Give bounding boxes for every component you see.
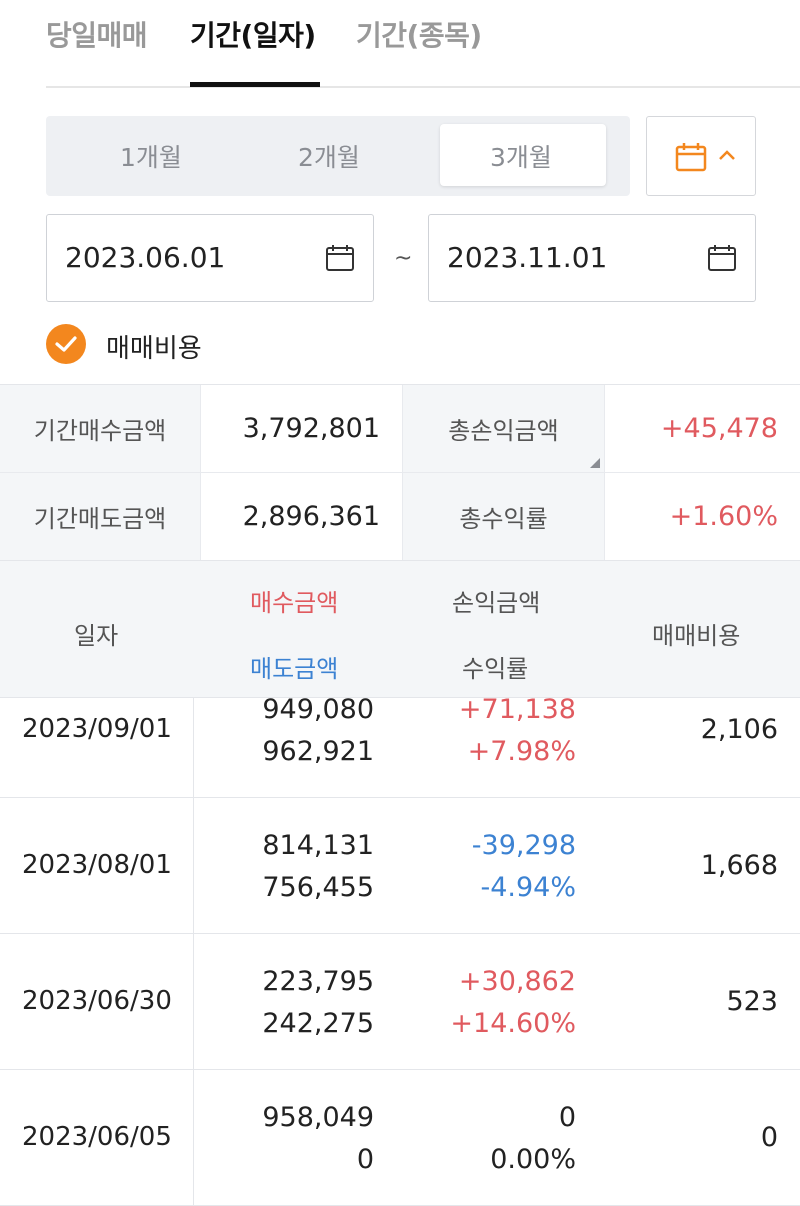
period-3-month-selected[interactable]: 3개월	[440, 124, 606, 186]
row-profit-loss: +71,138	[458, 694, 576, 725]
row-date: 2023/09/01	[22, 714, 172, 744]
row-date-cell: 2023/09/01	[0, 698, 194, 797]
calendar-icon	[675, 143, 707, 172]
row-date: 2023/06/30	[22, 986, 172, 1016]
end-date-value: 2023.11.01	[447, 241, 608, 274]
tab-period-stock[interactable]: 기간(종목)	[356, 19, 482, 52]
summary-pl-label[interactable]: 총손익금액	[402, 385, 604, 473]
row-trading-fee: 2,106	[700, 714, 778, 745]
row-date-cell: 2023/06/05	[0, 1070, 194, 1205]
summary-sell-value: 2,896,361	[200, 473, 402, 561]
period-1-month[interactable]: 1개월	[120, 143, 182, 172]
info-corner-icon	[590, 458, 600, 468]
start-date-input[interactable]: 2023.06.01	[46, 214, 374, 302]
row-buy-amount: 958,049	[262, 1102, 374, 1133]
period-2-month[interactable]: 2개월	[298, 143, 360, 172]
check-icon	[55, 336, 77, 352]
row-trading-fee: 523	[726, 986, 778, 1017]
row-buy-amount: 949,080	[262, 694, 374, 725]
table-row[interactable]: 2023/06/05 958,049 0 0 0.00% 0	[0, 1070, 800, 1206]
calendar-icon	[326, 245, 354, 271]
header-return-rate: 수익률	[462, 655, 529, 683]
row-profit-loss: +30,862	[458, 966, 576, 997]
row-return-rate: +14.60%	[450, 1008, 576, 1039]
tab-bar: 당일매매 기간(일자) 기간(종목)	[46, 0, 800, 88]
row-date-cell: 2023/06/30	[0, 934, 194, 1069]
summary-grid: 기간매수금액 3,792,801 총손익금액 +45,478 기간매도금액 2,…	[0, 384, 800, 561]
chevron-up-icon	[719, 150, 735, 160]
row-sell-amount: 962,921	[262, 736, 374, 767]
row-profit-loss: 0	[558, 1102, 576, 1133]
summary-rate-value: +1.60%	[604, 473, 800, 561]
fee-checkbox-label[interactable]: 매매비용	[106, 334, 202, 364]
end-date-input[interactable]: 2023.11.01	[428, 214, 756, 302]
row-sell-amount: 756,455	[262, 872, 374, 903]
row-buy-amount: 814,131	[262, 830, 374, 861]
table-header: 일자 매수금액 매도금액 손익금액 수익률 매매비용	[0, 560, 800, 698]
calendar-icon	[708, 245, 736, 271]
row-date-cell: 2023/08/01	[0, 798, 194, 933]
header-sell-amount: 매도금액	[250, 655, 339, 683]
summary-buy-label: 기간매수금액	[0, 385, 200, 473]
period-segment: 1개월 2개월 3개월	[46, 116, 630, 196]
summary-pl-value: +45,478	[604, 385, 800, 473]
header-buy-amount: 매수금액	[250, 589, 339, 617]
fee-checkbox[interactable]	[46, 324, 86, 364]
row-trading-fee: 0	[760, 1122, 778, 1153]
row-date: 2023/08/01	[22, 850, 172, 880]
summary-rate-label: 총수익률	[402, 473, 604, 561]
table-row[interactable]: 2023/09/01 949,080 962,921 +71,138 +7.98…	[0, 694, 800, 798]
header-trading-fee: 매매비용	[652, 622, 741, 650]
row-profit-loss: -39,298	[471, 830, 576, 861]
table-row[interactable]: 2023/06/30 223,795 242,275 +30,862 +14.6…	[0, 934, 800, 1070]
row-buy-amount: 223,795	[262, 966, 374, 997]
table-row[interactable]: 2023/08/01 814,131 756,455 -39,298 -4.94…	[0, 798, 800, 934]
active-tab-indicator	[190, 82, 320, 87]
row-sell-amount: 242,275	[262, 1008, 374, 1039]
period-3-month: 3개월	[490, 143, 552, 172]
summary-buy-value: 3,792,801	[200, 385, 402, 473]
row-return-rate: 0.00%	[490, 1144, 576, 1175]
calendar-toggle-button[interactable]	[646, 116, 756, 196]
date-range-separator: ~	[394, 246, 413, 271]
header-date: 일자	[74, 622, 119, 650]
summary-pl-label-text: 총손익금액	[448, 417, 559, 445]
summary-sell-label: 기간매도금액	[0, 473, 200, 561]
row-trading-fee: 1,668	[700, 850, 778, 881]
row-sell-amount: 0	[356, 1144, 374, 1175]
row-date: 2023/06/05	[22, 1122, 172, 1152]
row-return-rate: -4.94%	[480, 872, 576, 903]
row-return-rate: +7.98%	[467, 736, 576, 767]
header-profit-loss: 손익금액	[452, 589, 541, 617]
start-date-value: 2023.06.01	[65, 241, 226, 274]
tab-period-date[interactable]: 기간(일자)	[190, 19, 316, 52]
tab-day-trade[interactable]: 당일매매	[46, 19, 148, 52]
